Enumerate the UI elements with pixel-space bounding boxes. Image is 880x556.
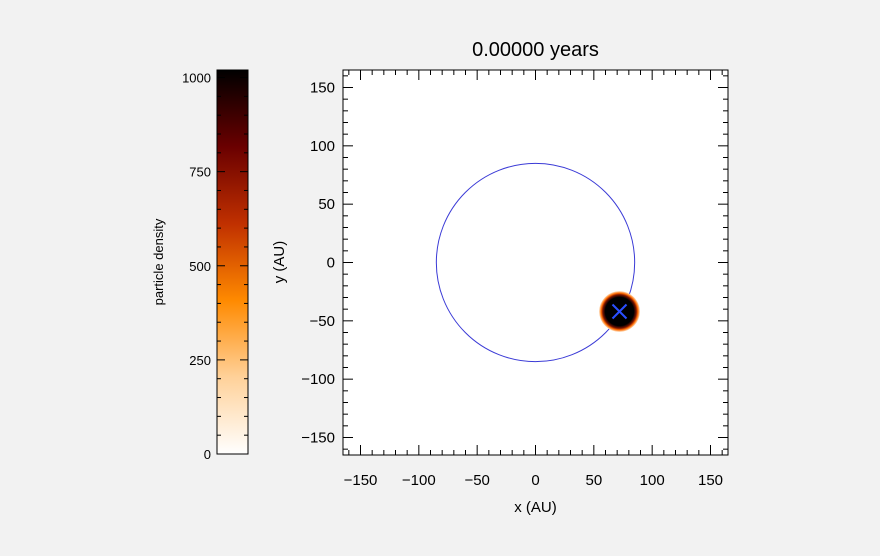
x-tick-label: 150 (698, 472, 723, 489)
y-tick-label: 150 (310, 80, 335, 97)
colorbar-tick-label: 250 (189, 353, 211, 368)
x-tick-label: 50 (585, 472, 602, 489)
y-tick-label: −50 (310, 313, 335, 330)
y-tick-label: 50 (318, 196, 335, 213)
plot-content (435, 162, 640, 363)
marker-stroke (611, 303, 628, 320)
colorbar-tick-label: 1000 (182, 71, 211, 86)
orbit-circle (435, 162, 636, 363)
y-axis-ticks: −150 −100 −50 0 50 100 150 (301, 75, 728, 450)
colorbar-tick-label: 0 (204, 447, 211, 462)
colorbar-tick-label: 750 (189, 165, 211, 180)
y-tick-label: −150 (301, 430, 335, 447)
colorbar-tick-label: 500 (189, 259, 211, 274)
x-axis-label: x (AU) (514, 499, 557, 516)
y-tick-label: 0 (327, 255, 335, 272)
plot-background (343, 70, 728, 455)
colorbar: 0 250 500 750 1000 particle density (151, 69, 249, 462)
x-tick-label: 100 (640, 472, 665, 489)
y-tick-label: 100 (310, 138, 335, 155)
colorbar-ticks: 0 250 500 750 1000 (182, 71, 248, 462)
colorbar-label: particle density (151, 218, 166, 305)
x-axis-ticks: −150 −100 −50 0 50 100 150 (344, 70, 723, 489)
x-tick-label: −50 (464, 472, 489, 489)
colorbar-gradient (216, 69, 249, 455)
planet-marker-x (611, 303, 628, 320)
y-axis-label: y (AU) (271, 241, 288, 284)
x-tick-label: 0 (531, 472, 539, 489)
plot-area: −150 −100 −50 0 50 100 150 −150 −100 −50 0 50 100 15… (271, 39, 729, 516)
y-tick-label: −100 (301, 371, 335, 388)
x-tick-label: −100 (402, 472, 436, 489)
x-tick-label: −150 (344, 472, 378, 489)
chart-title: 0.00000 years (472, 39, 599, 61)
